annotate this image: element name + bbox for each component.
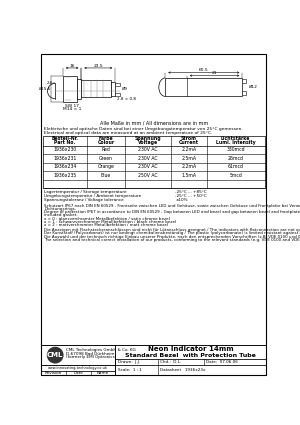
- Text: Chd.:  D.L.: Chd.: D.L.: [160, 360, 181, 364]
- Bar: [63, 76, 77, 102]
- Text: Current: Current: [179, 140, 199, 145]
- Text: 23.5: 23.5: [93, 64, 103, 68]
- Bar: [111, 82, 115, 96]
- Text: Orange: Orange: [98, 164, 114, 170]
- Text: included gasket.: included gasket.: [44, 213, 78, 217]
- Text: Schutzart IP67 nach DIN EN 60529 - Frontseite zwischen LED und Gehäuse, sowie zw: Schutzart IP67 nach DIN EN 60529 - Front…: [44, 204, 300, 208]
- Text: 1936x231: 1936x231: [53, 156, 76, 161]
- Text: x = 0 : glanzverchromter Metallbefektion / satin chrome bezel: x = 0 : glanzverchromter Metallbefektion…: [44, 217, 170, 221]
- Text: CML Technologies GmbH & Co. KG: CML Technologies GmbH & Co. KG: [66, 348, 136, 352]
- Text: CML: CML: [47, 352, 63, 358]
- Text: Electrical and optical data are measured at an ambient temperature of 25°C.: Electrical and optical data are measured…: [44, 130, 213, 135]
- Text: (formerly EMI Optronics): (formerly EMI Optronics): [66, 355, 116, 360]
- Text: Lagertemperatur / Storage temperature: Lagertemperatur / Storage temperature: [44, 190, 127, 194]
- Text: Die Anzeigen mit Flachsteckeranschlüssen sind nicht für Lötanschluss geeignet / : Die Anzeigen mit Flachsteckeranschlüssen…: [44, 228, 300, 232]
- Text: x = 1 : schwarzverchromter Metallbefektion / black chrome bezel: x = 1 : schwarzverchromter Metallbefekti…: [44, 220, 176, 224]
- Text: Green: Green: [99, 156, 113, 161]
- Bar: [115, 359, 266, 365]
- Text: Bestell-Nr.: Bestell-Nr.: [51, 136, 78, 141]
- Text: Die Auswahl und der technisch richtige Einbau unserer Produkte, nach den entspre: Die Auswahl und der technisch richtige E…: [44, 235, 300, 239]
- Text: SW 17: SW 17: [65, 104, 79, 108]
- Bar: [41, 365, 115, 375]
- Text: Datasheet   1936x23x: Datasheet 1936x23x: [160, 368, 206, 372]
- Text: 230V AC: 230V AC: [138, 147, 158, 153]
- Text: The selection and technical correct installation of our products, conforming to : The selection and technical correct inst…: [44, 238, 300, 242]
- Text: M14 × 1: M14 × 1: [63, 107, 81, 111]
- Text: Der Kunststoff (Polycarbonat) ist nur bedingt chemikaliensbeständig / The plasti: Der Kunststoff (Polycarbonat) ist nur be…: [44, 232, 300, 235]
- Bar: [41, 345, 266, 375]
- Bar: [115, 82, 120, 86]
- Text: 1936x234: 1936x234: [53, 164, 76, 170]
- Text: 2.2mA: 2.2mA: [181, 147, 196, 153]
- Text: Spannung: Spannung: [135, 136, 161, 141]
- Bar: [43, 136, 265, 188]
- Text: 26mcd: 26mcd: [228, 156, 244, 161]
- Bar: [115, 365, 266, 375]
- Text: 16: 16: [69, 64, 75, 68]
- Text: Red: Red: [102, 147, 110, 153]
- Text: D-67098 Bad Dürkheim: D-67098 Bad Dürkheim: [66, 351, 115, 356]
- Text: 330mcd: 330mcd: [226, 147, 245, 153]
- Bar: [77, 79, 81, 99]
- Text: Part No.: Part No.: [54, 140, 76, 145]
- Bar: [115, 345, 266, 359]
- Text: Colour: Colour: [98, 140, 115, 145]
- Text: Blue: Blue: [101, 173, 111, 178]
- Bar: [81, 80, 111, 97]
- Text: Ø9: Ø9: [122, 87, 127, 91]
- Text: Dichtungsrings.: Dichtungsrings.: [44, 207, 76, 211]
- Text: Ø15.6: Ø15.6: [38, 87, 51, 91]
- Text: Name: Name: [97, 371, 109, 375]
- Bar: [41, 365, 115, 371]
- Text: -25°C ... +50°C: -25°C ... +50°C: [175, 194, 207, 198]
- Text: Standard Bezel  with Protection Tube: Standard Bezel with Protection Tube: [125, 353, 256, 358]
- Text: Farbe: Farbe: [99, 136, 113, 141]
- Text: 5mcd: 5mcd: [230, 173, 242, 178]
- Bar: [41, 345, 115, 365]
- Text: Elektrische und optische Daten sind bei einer Umgebungstemperatur von 25°C gemes: Elektrische und optische Daten sind bei …: [44, 127, 243, 131]
- Text: 60.5: 60.5: [199, 68, 209, 72]
- Text: Lumi. Intensity: Lumi. Intensity: [216, 140, 256, 145]
- Text: 230V AC: 230V AC: [138, 156, 158, 161]
- Text: x = 2 : mattverchromter Metallbefektion / matt chrome bezel: x = 2 : mattverchromter Metallbefektion …: [44, 223, 168, 227]
- Text: Degree of protection IP67 in accordance to DIN EN 60529 - Gap between LED and be: Degree of protection IP67 in accordance …: [44, 210, 300, 214]
- Text: Spannungstoleranz / Voltage tolerance: Spannungstoleranz / Voltage tolerance: [44, 198, 124, 201]
- Text: 1936x235: 1936x235: [53, 173, 76, 178]
- Text: Date:  07.06.06: Date: 07.06.06: [206, 360, 238, 364]
- Text: 61mcd: 61mcd: [228, 164, 244, 170]
- Text: 21: 21: [212, 71, 217, 75]
- Text: -25°C ... +85°C: -25°C ... +85°C: [175, 190, 207, 194]
- Circle shape: [47, 348, 63, 363]
- Text: Strom: Strom: [181, 136, 197, 141]
- Text: 2.6: 2.6: [47, 81, 54, 85]
- Text: 1.5mA: 1.5mA: [181, 173, 196, 178]
- Text: Date: Date: [74, 371, 83, 375]
- Text: Revision: Revision: [45, 371, 62, 375]
- Bar: [242, 91, 246, 95]
- Text: 250V AC: 250V AC: [138, 173, 158, 178]
- Text: Ø12: Ø12: [248, 85, 257, 89]
- Text: Scale:  1 : 1: Scale: 1 : 1: [118, 368, 141, 372]
- Text: 2.5mA: 2.5mA: [181, 156, 196, 161]
- Text: Alle Maße in mm / All dimensions are in mm: Alle Maße in mm / All dimensions are in …: [100, 120, 208, 125]
- Text: Lichtstärke: Lichtstärke: [221, 136, 250, 141]
- Text: ±10%: ±10%: [175, 198, 188, 201]
- Text: 1936x230: 1936x230: [53, 147, 76, 153]
- Text: Umgebungstemperatur / Ambient temperature: Umgebungstemperatur / Ambient temperatur…: [44, 194, 142, 198]
- Text: Voltage: Voltage: [138, 140, 158, 145]
- Bar: [242, 79, 246, 83]
- Bar: [165, 78, 242, 96]
- Text: Drawn:  J.J.: Drawn: J.J.: [118, 360, 140, 364]
- Text: 2.8 × 0.8: 2.8 × 0.8: [117, 97, 136, 101]
- Text: 230V AC: 230V AC: [138, 164, 158, 170]
- Text: 2.2mA: 2.2mA: [181, 164, 196, 170]
- Bar: [115, 93, 120, 96]
- Text: Neon Indicator 14mm: Neon Indicator 14mm: [148, 346, 233, 352]
- Text: www.innovating-technology.co.uk: www.innovating-technology.co.uk: [48, 366, 108, 370]
